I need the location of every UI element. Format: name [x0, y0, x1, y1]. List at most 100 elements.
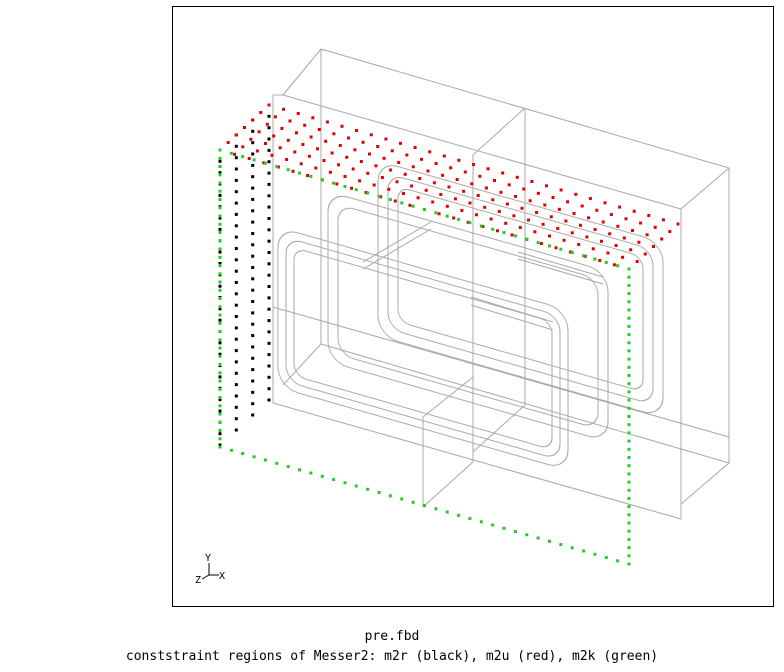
m2k-node	[627, 275, 631, 279]
m2r-node	[251, 345, 255, 349]
m2k-node	[604, 556, 608, 559]
m2k-node	[457, 513, 461, 517]
m2k-node	[479, 520, 483, 524]
m2k-node	[434, 211, 438, 215]
m2r-node	[251, 288, 255, 292]
m2k-node	[218, 354, 222, 358]
m2k-node	[218, 165, 222, 168]
m2u-node	[324, 139, 328, 143]
m2r-node	[234, 405, 238, 409]
m2k-node	[354, 188, 358, 192]
graphics-viewport[interactable]: Y X Z	[172, 6, 774, 607]
m2k-node	[298, 171, 301, 175]
m2r-node	[251, 243, 255, 247]
m2u-node	[286, 138, 290, 142]
m2u-node	[606, 251, 610, 255]
m2k-node	[263, 458, 267, 462]
m2k-node	[309, 174, 313, 178]
m2u-node	[585, 235, 589, 239]
m2r-node	[267, 251, 271, 254]
m2u-node	[325, 120, 329, 124]
m2u-node	[330, 151, 334, 155]
axis-triad: Y X Z	[195, 553, 225, 586]
m2u-node	[337, 163, 341, 167]
m2u-node	[631, 229, 634, 232]
m2k-node	[241, 452, 245, 455]
m2u-node	[434, 162, 438, 165]
m2k-node	[627, 357, 631, 361]
m2u-node	[384, 137, 388, 141]
m2u-node	[515, 175, 519, 179]
m2u-node	[528, 199, 532, 203]
m2k-node	[627, 537, 631, 541]
m2r-node	[267, 194, 271, 198]
m2u-node	[595, 208, 599, 212]
m2k-node	[627, 415, 631, 418]
m2u-node	[562, 238, 566, 242]
m2r-node	[251, 402, 255, 406]
m2u-node	[301, 143, 305, 146]
m2k-node	[218, 305, 222, 309]
m2u-node	[247, 157, 251, 160]
m2r-node	[267, 148, 271, 152]
m2u-node	[426, 169, 430, 173]
m2r-node	[234, 144, 238, 148]
m2r-node	[234, 258, 238, 262]
m2k-node	[570, 251, 574, 254]
m2k-node	[218, 321, 222, 325]
m2r-node	[251, 129, 255, 133]
m2k-node	[627, 382, 631, 386]
m2r-node	[218, 171, 222, 175]
m2k-node	[616, 559, 620, 563]
m2u-node	[574, 192, 578, 196]
m2r-node	[267, 296, 271, 300]
m2k-node	[627, 292, 631, 296]
m2u-node	[445, 204, 449, 208]
m2u-node	[311, 116, 315, 120]
m2u-node	[437, 212, 441, 216]
m2u-node	[278, 146, 282, 150]
m2r-node	[234, 224, 238, 228]
m2r-node	[234, 247, 238, 250]
m2k-node	[218, 264, 222, 267]
m2u-node	[273, 115, 277, 119]
m2u-node	[372, 183, 376, 187]
m2k-node	[343, 481, 347, 485]
m2u-node	[616, 224, 620, 228]
m2k-node	[218, 280, 222, 284]
m2k-node	[218, 404, 222, 408]
m2r-node	[267, 137, 271, 141]
m2u-node	[441, 173, 445, 177]
m2u-node	[457, 158, 461, 162]
m2k-node	[627, 464, 631, 468]
m2k-node	[502, 526, 506, 530]
axis-y-label: Y	[205, 553, 211, 564]
m2u-node	[449, 166, 453, 170]
m2u-node	[600, 239, 603, 243]
m2u-node	[428, 150, 432, 154]
m2r-node	[234, 417, 238, 421]
m2u-node	[306, 174, 310, 177]
m2u-node	[468, 201, 472, 205]
m2k-node	[525, 533, 529, 537]
m2k-node	[627, 521, 631, 525]
m2u-node	[608, 232, 612, 236]
m2u-node	[358, 179, 362, 183]
m2u-node	[366, 171, 370, 175]
m2k-node	[388, 494, 392, 498]
m2u-node	[249, 137, 253, 141]
m2r-node	[251, 163, 255, 167]
region-m2r-nodes	[218, 103, 271, 447]
m2u-node	[262, 161, 266, 165]
m2u-node	[359, 160, 363, 163]
m2u-node	[447, 185, 451, 189]
m2r-node	[251, 254, 255, 258]
m2r-node	[267, 341, 271, 345]
m2k-node	[570, 546, 574, 550]
model-view[interactable]: Y X Z	[173, 7, 775, 608]
m2u-node	[233, 152, 237, 156]
m2k-node	[218, 396, 222, 399]
m2u-node	[328, 170, 332, 174]
m2u-node	[507, 183, 511, 187]
m2k-node	[513, 530, 517, 533]
